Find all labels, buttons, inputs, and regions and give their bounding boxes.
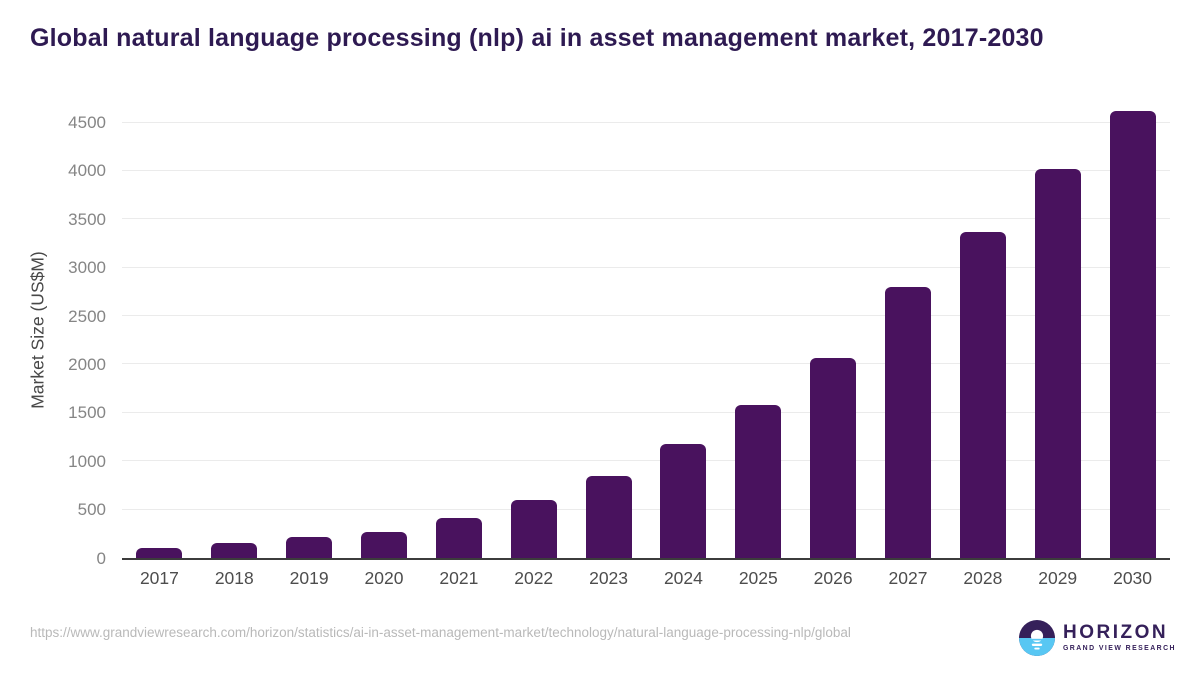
gridline-1500 — [122, 411, 1170, 413]
bar-2021[interactable] — [435, 518, 482, 558]
bar-2029[interactable] — [1034, 168, 1081, 558]
bar-2028[interactable] — [959, 232, 1006, 558]
y-tick-label-1000: 1000 — [68, 451, 106, 471]
gridline-2000 — [122, 363, 1170, 365]
y-tick-label-0: 0 — [96, 548, 106, 568]
x-tick-label-2030: 2030 — [1113, 568, 1153, 588]
gridline-3000 — [122, 266, 1170, 268]
y-tick-label-3000: 3000 — [68, 258, 106, 278]
x-tick-label-2027: 2027 — [888, 568, 928, 588]
x-tick-label-2023: 2023 — [589, 568, 629, 588]
x-tick-label-2018: 2018 — [214, 568, 254, 588]
x-tick-label-2017: 2017 — [139, 568, 179, 588]
x-tick-label-2029: 2029 — [1038, 568, 1078, 588]
y-tick-label-500: 500 — [77, 500, 106, 520]
gridline-500 — [122, 508, 1170, 510]
source-url: https://www.grandviewresearch.com/horizo… — [30, 625, 851, 640]
bar-2023[interactable] — [585, 475, 632, 558]
gridline-4000 — [122, 169, 1170, 171]
bar-2026[interactable] — [810, 358, 857, 558]
bar-2022[interactable] — [510, 500, 557, 558]
y-tick-label-4000: 4000 — [68, 161, 106, 181]
x-tick-label-2025: 2025 — [738, 568, 778, 588]
y-tick-label-3500: 3500 — [68, 209, 106, 229]
gridline-3500 — [122, 218, 1170, 220]
chart-title: Global natural language processing (nlp)… — [30, 24, 1044, 52]
y-axis-ticks: 0 500 1000 1500 2000 2500 3000 3500 4000 4500 — [0, 104, 106, 568]
horizon-logo-icon — [1019, 620, 1055, 656]
bar-2017[interactable] — [136, 548, 183, 558]
gridline-4500 — [122, 121, 1170, 123]
logo-brand: HORIZON — [1063, 622, 1169, 643]
logo-subbrand: GRAND VIEW RESEARCH — [1063, 645, 1176, 652]
y-tick-label-2500: 2500 — [68, 306, 106, 326]
bar-2018[interactable] — [211, 543, 258, 558]
plot-area — [122, 104, 1170, 560]
bar-2027[interactable] — [885, 286, 931, 558]
y-tick-label-2000: 2000 — [68, 354, 106, 374]
bar-2024[interactable] — [660, 443, 707, 558]
horizon-logo[interactable]: HORIZON GRAND VIEW RESEARCH — [1019, 620, 1176, 656]
x-tick-label-2022: 2022 — [514, 568, 554, 588]
bar-2019[interactable] — [286, 536, 333, 558]
x-tick-label-2024: 2024 — [663, 568, 703, 588]
x-tick-label-2019: 2019 — [289, 568, 329, 588]
x-tick-label-2028: 2028 — [963, 568, 1003, 588]
bar-2030[interactable] — [1109, 110, 1156, 558]
x-tick-label-2021: 2021 — [439, 568, 479, 588]
bar-2025[interactable] — [735, 405, 782, 558]
gridline-2500 — [122, 315, 1170, 317]
gridline-1000 — [122, 460, 1170, 462]
bar-2020[interactable] — [361, 532, 407, 558]
x-axis-ticks: 2017 2018 2019 2020 2021 2022 2023 2024 2025 2026… — [0, 567, 1200, 591]
x-tick-label-2020: 2020 — [364, 568, 404, 588]
x-tick-label-2026: 2026 — [813, 568, 853, 588]
y-tick-label-1500: 1500 — [68, 403, 106, 423]
y-tick-label-4500: 4500 — [68, 113, 106, 132]
